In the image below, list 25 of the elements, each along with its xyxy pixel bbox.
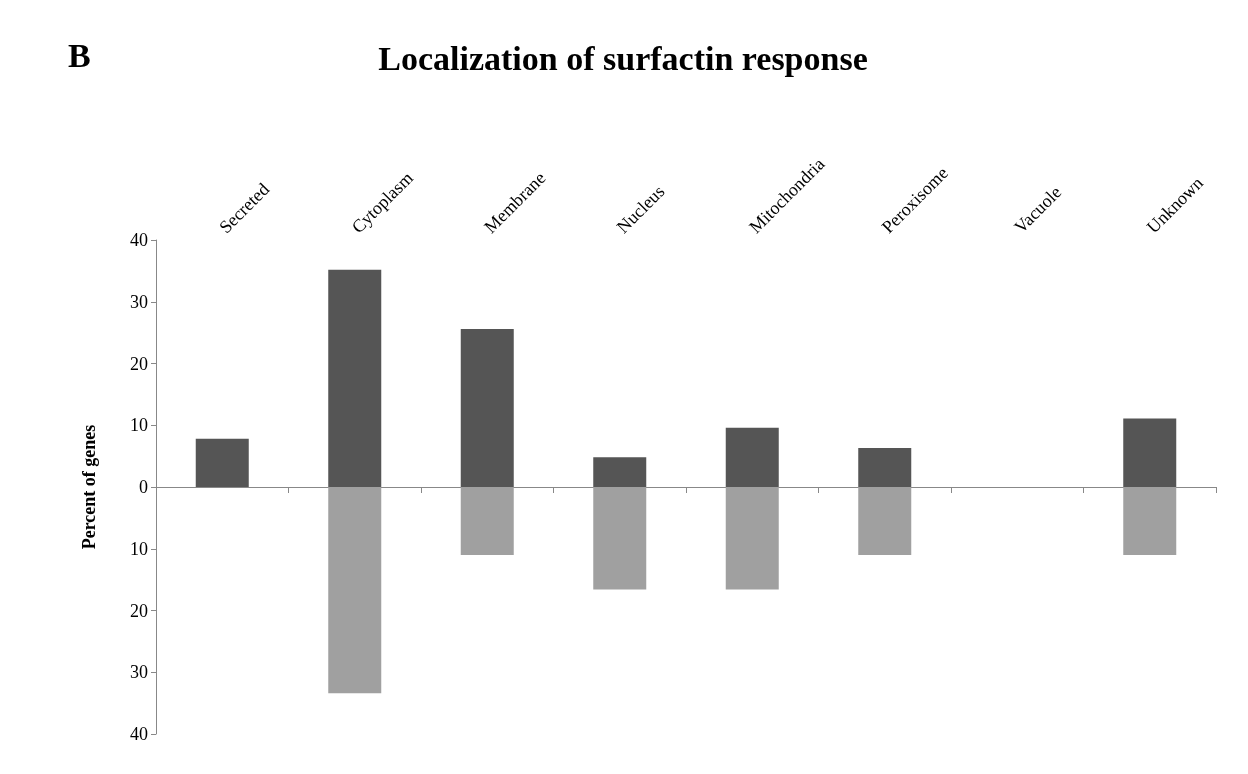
text: B [68, 36, 91, 74]
bar [858, 487, 912, 555]
bar [328, 487, 382, 694]
bar [858, 448, 912, 487]
y-tick-label: 30 [130, 291, 148, 312]
bar [725, 427, 779, 487]
y-tick-label: 10 [130, 538, 148, 559]
chart-title: Localization of surfactin response [378, 39, 868, 77]
y-tick-label: 40 [130, 724, 148, 744]
y-tick-label: 0 [139, 477, 148, 497]
y-axis-title: Percent of genes [79, 424, 99, 550]
y-tick-label: 20 [130, 353, 148, 374]
bar [460, 328, 514, 487]
bar [195, 438, 249, 487]
y-tick-label: 40 [130, 230, 148, 250]
y-tick-label: 20 [130, 600, 148, 621]
bar [1123, 418, 1177, 487]
y-tick-label: 30 [130, 662, 148, 683]
bar [725, 487, 779, 590]
bar [593, 487, 647, 590]
bar [1123, 487, 1177, 555]
y-tick-label: 10 [130, 415, 148, 436]
bar [460, 487, 514, 555]
bar [328, 269, 382, 487]
bar [593, 457, 647, 487]
